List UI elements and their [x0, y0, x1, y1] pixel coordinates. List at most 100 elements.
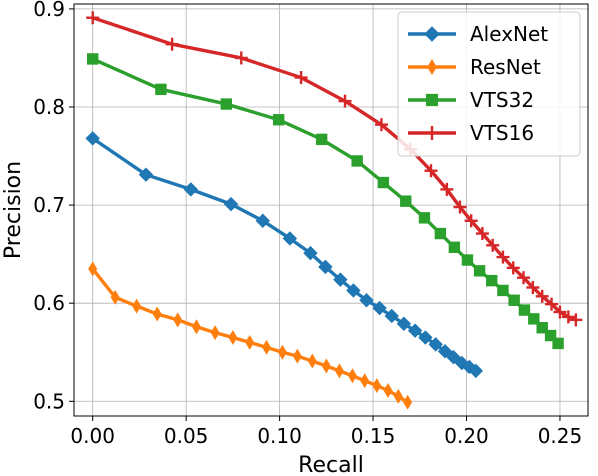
data-point-alexnet: [282, 231, 298, 246]
data-point-vts16: [464, 214, 478, 228]
data-point-vts16: [526, 280, 540, 294]
data-point-vts32: [528, 313, 540, 325]
x-tick-label: 0.10: [257, 424, 302, 448]
data-point-vts32: [486, 274, 498, 287]
data-point-vts16: [545, 297, 559, 311]
y-tick-label: 0.6: [33, 291, 65, 315]
data-point-alexnet: [346, 283, 361, 298]
data-point-resnet: [191, 319, 201, 335]
data-point-alexnet: [318, 259, 333, 275]
data-point-alexnet: [384, 308, 399, 324]
data-point-vts16: [475, 227, 489, 241]
legend-box: [397, 11, 581, 157]
y-tick-label: 0.7: [33, 193, 65, 217]
data-point-alexnet: [428, 337, 443, 352]
data-point-alexnet: [303, 245, 318, 261]
y-tick-label: 0.8: [33, 95, 65, 119]
x-tick-label: 0.25: [538, 424, 583, 448]
data-point-alexnet: [437, 344, 453, 359]
legend: AlexNet ResNet VTS32 VTS16: [397, 11, 581, 157]
data-point-alexnet: [407, 323, 423, 338]
data-point-alexnet: [359, 293, 374, 308]
data-point-resnet: [334, 363, 344, 379]
data-point-vts16: [440, 182, 454, 196]
data-point-vts32: [220, 98, 233, 110]
data-point-vts16: [535, 289, 549, 303]
data-point-vts16: [486, 238, 500, 252]
x-tick-label: 0.20: [444, 424, 489, 448]
x-axis-label: Recall: [298, 453, 364, 476]
data-point-vts16: [424, 164, 438, 178]
data-point-resnet: [383, 383, 393, 398]
legend-item-vts16: VTS16: [408, 121, 534, 145]
data-point-resnet: [245, 334, 255, 350]
data-point-vts16: [496, 250, 510, 264]
legend-marker-vts32: [425, 93, 439, 107]
data-point-alexnet: [138, 167, 154, 182]
data-point-vts32: [418, 212, 431, 224]
data-point-resnet: [262, 339, 271, 355]
legend-label: AlexNet: [470, 22, 548, 46]
data-point-alexnet: [446, 349, 461, 365]
data-point-vts16: [453, 200, 467, 214]
data-point-vts32: [315, 133, 328, 146]
series-layer: [85, 11, 583, 410]
data-point-vts16: [338, 94, 352, 108]
data-point-resnet: [292, 348, 302, 364]
data-point-resnet: [372, 378, 382, 394]
data-point-resnet: [173, 312, 183, 328]
data-point-resnet: [321, 358, 331, 374]
y-tick-label: 0.9: [33, 0, 65, 21]
legend-item-alexnet: AlexNet: [408, 22, 548, 46]
data-point-vts16: [374, 118, 388, 132]
data-point-vts32: [544, 329, 557, 342]
y-tick-label: 0.5: [33, 389, 65, 413]
data-point-alexnet: [372, 300, 387, 316]
data-point-vts32: [272, 114, 285, 126]
data-point-vts16: [561, 310, 575, 324]
data-point-vts16: [553, 305, 567, 319]
x-tick-label: 0.15: [351, 424, 396, 448]
data-point-vts16: [517, 271, 531, 285]
series-resnet: [88, 261, 413, 410]
data-point-resnet: [348, 368, 357, 384]
data-point-vts16: [234, 51, 248, 65]
legend-label: ResNet: [470, 55, 541, 79]
data-point-vts16: [294, 71, 308, 85]
series-alexnet: [85, 131, 484, 379]
data-point-vts16: [165, 37, 179, 51]
legend-item-vts32: VTS32: [408, 88, 534, 112]
data-point-vts32: [508, 294, 520, 306]
legend-item-resnet: ResNet: [408, 55, 541, 79]
series-line-vts16: [90, 16, 578, 322]
data-point-vts32: [536, 322, 548, 334]
data-point-resnet: [277, 344, 287, 360]
legend-marker-vts16: [425, 126, 439, 140]
data-point-vts32: [155, 83, 167, 96]
data-point-vts32: [461, 254, 474, 266]
data-point-resnet: [228, 330, 238, 345]
data-point-resnet: [210, 325, 220, 341]
legend-marker-resnet: [427, 59, 437, 75]
data-point-resnet: [152, 306, 162, 322]
data-point-vts32: [434, 227, 447, 240]
axis-ticks: 0.00 0.05 0.10 0.15 0.20 0.25 0.5 0.6 0.7 0.8 0.9: [33, 0, 582, 448]
data-point-vts32: [552, 337, 564, 350]
data-point-resnet: [393, 388, 403, 404]
data-point-vts32: [448, 241, 461, 253]
data-point-alexnet: [418, 330, 433, 345]
data-point-alexnet: [85, 131, 100, 146]
data-point-vts32: [400, 195, 412, 207]
data-point-resnet: [307, 353, 317, 369]
data-point-resnet: [88, 261, 98, 277]
x-tick-label: 0.00: [70, 424, 115, 448]
data-point-resnet: [360, 373, 370, 389]
legend-label: VTS16: [470, 121, 534, 145]
x-tick-label: 0.05: [164, 424, 209, 448]
data-point-vts32: [351, 155, 363, 167]
data-point-alexnet: [183, 182, 199, 197]
data-point-vts16: [506, 261, 520, 275]
data-point-alexnet: [255, 213, 270, 228]
legend-label: VTS32: [470, 88, 534, 112]
